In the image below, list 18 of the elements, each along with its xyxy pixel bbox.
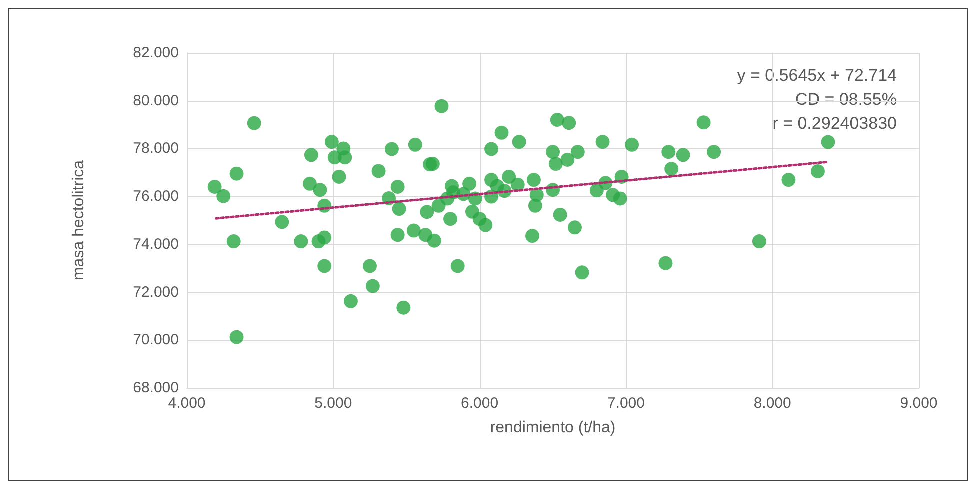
x-tick-label: 7.000 — [607, 395, 645, 412]
y-tick-label: 70.000 — [133, 332, 179, 349]
y-tick-label: 76.000 — [133, 188, 179, 206]
x-tick-label: 5.000 — [314, 395, 352, 412]
x-tick-label: 6.000 — [461, 395, 499, 412]
x-tick-label: 4.000 — [168, 395, 206, 412]
x-tick-label: 8.000 — [754, 395, 792, 412]
y-tick-label: 78.000 — [133, 140, 179, 158]
x-axis-title: rendimiento (t/ha) — [490, 420, 616, 436]
y-tick-label: 82.000 — [133, 44, 179, 62]
y-tick-label: 80.000 — [133, 92, 179, 110]
x-tick-label: 9.000 — [900, 395, 938, 412]
y-tick-label: 74.000 — [133, 236, 179, 253]
annotation: y = 0.5645x + 72.714 — [737, 66, 898, 85]
y-tick-label: 68.000 — [133, 380, 179, 396]
y-tick-label: 72.000 — [133, 284, 179, 301]
y-axis-title: masa hectolitrica — [70, 160, 88, 281]
annotation: r = 0.292403830 — [772, 114, 898, 133]
